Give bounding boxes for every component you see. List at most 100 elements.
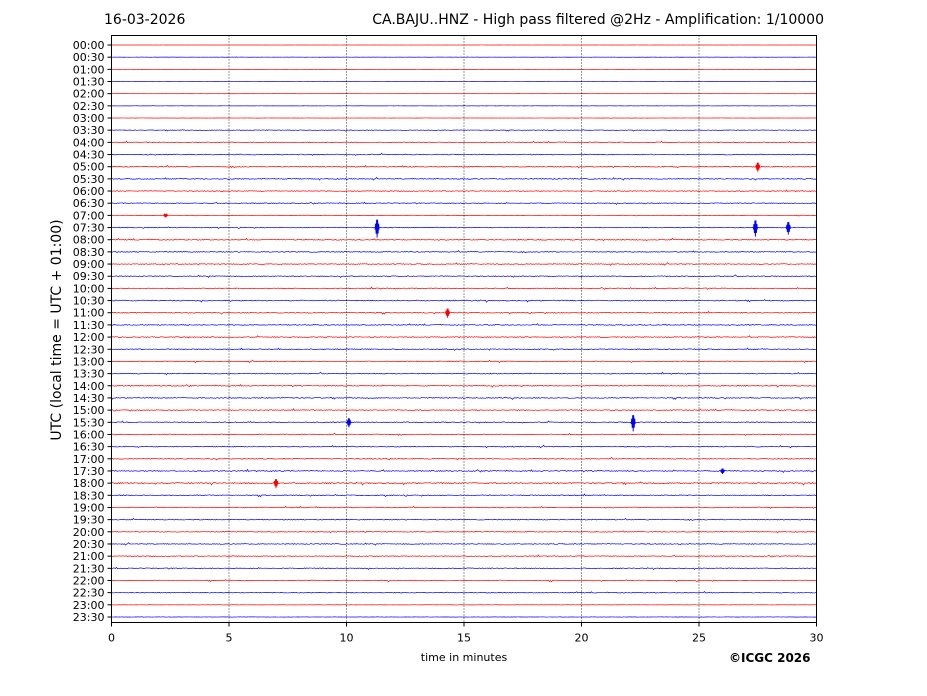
trace-1400 (111, 384, 817, 388)
trace-2030 (111, 542, 817, 546)
y-tick-label: 13:30 (73, 368, 105, 381)
x-tick-group: 0 5 10 15 20 25 30 (108, 622, 824, 645)
trace-0700 (111, 214, 817, 217)
y-tick-label: 04:30 (73, 149, 105, 162)
y-tick-label: 04:00 (73, 136, 105, 149)
y-tick-label: 21:00 (73, 550, 105, 563)
y-tick-label: 05:30 (73, 173, 105, 186)
y-tick-label: 13:00 (73, 355, 105, 368)
y-tick-label: 20:30 (73, 538, 105, 551)
copyright-label: ©ICGC 2026 (729, 651, 811, 665)
x-axis-label: time in minutes (420, 651, 508, 664)
x-tick-label: 10 (340, 632, 354, 645)
y-tick-label: 08:00 (73, 234, 105, 247)
y-tick-label: 16:00 (73, 428, 105, 441)
y-tick-label: 02:00 (73, 88, 105, 101)
x-tick-label: 20 (575, 632, 589, 645)
trace-0630 (111, 201, 817, 205)
y-tick-label: 07:00 (73, 209, 105, 222)
y-tick-label: 19:00 (73, 501, 105, 514)
y-tick-label: 11:30 (73, 319, 105, 332)
trace-0400 (111, 140, 817, 144)
y-tick-label: 10:00 (73, 282, 105, 295)
trace-1930 (111, 517, 817, 521)
x-tick-label: 5 (226, 632, 233, 645)
y-tick-label: 00:30 (73, 51, 105, 64)
trace-1300 (111, 359, 817, 364)
event-spike (273, 479, 279, 489)
y-tick-label: 06:30 (73, 197, 105, 210)
trace-1230 (111, 347, 817, 351)
y-tick-label: 17:30 (73, 465, 105, 478)
y-tick-label: 12:30 (73, 343, 105, 356)
y-tick-label: 06:00 (73, 185, 105, 198)
y-tick-label: 14:00 (73, 380, 105, 393)
y-tick-label: 01:30 (73, 76, 105, 89)
event-spike (752, 220, 758, 237)
y-tick-label: 16:30 (73, 441, 105, 454)
y-tick-label: 03:00 (73, 112, 105, 125)
trace-0430 (111, 152, 817, 156)
y-tick-label: 09:00 (73, 258, 105, 271)
y-tick-label: 18:30 (73, 489, 105, 502)
event-spike (163, 213, 169, 218)
trace-1600 (111, 432, 817, 436)
y-tick-label: 23:00 (73, 599, 105, 612)
y-tick-label: 03:30 (73, 124, 105, 137)
y-tick-label: 20:00 (73, 526, 105, 539)
trace-1500 (111, 408, 817, 412)
y-tick-label: 18:00 (73, 477, 105, 490)
y-tick-label: 21:30 (73, 562, 105, 575)
y-tick-label: 23:30 (73, 611, 105, 624)
trace-1430 (111, 396, 817, 400)
y-tick-label: 19:30 (73, 514, 105, 527)
y-tick-label: 12:00 (73, 331, 105, 344)
x-tick-label: 0 (108, 632, 115, 645)
date-label: 16-03-2026 (104, 12, 186, 28)
trace-0530 (111, 176, 817, 181)
trace-2100 (111, 554, 817, 558)
event-spike (720, 468, 725, 474)
trace-1200 (111, 335, 817, 339)
y-tick-label: 05:00 (73, 161, 105, 174)
y-tick-label: 14:30 (73, 392, 105, 405)
grid-group (228, 35, 700, 623)
trace-2000 (111, 530, 817, 534)
y-tick-label: 02:30 (73, 100, 105, 113)
y-tick-label: 09:30 (73, 270, 105, 283)
trace-1100 (111, 310, 817, 315)
y-tick-label: 01:00 (73, 63, 105, 76)
event-spike (785, 221, 791, 235)
y-axis-label: UTC (local time = UTC + 01:00) (49, 219, 65, 441)
event-spike (374, 219, 380, 238)
trace-2230 (111, 591, 817, 594)
plot-frame (111, 35, 817, 623)
x-tick-label: 15 (457, 632, 471, 645)
y-tick-label: 15:30 (73, 416, 105, 429)
event-spike (346, 418, 352, 428)
event-spike (445, 308, 451, 318)
x-tick-label: 30 (810, 632, 824, 645)
trace-0600 (111, 189, 817, 193)
y-tick-label: 07:30 (73, 222, 105, 235)
trace-0330 (111, 129, 817, 132)
trace-0500 (111, 164, 817, 169)
y-tick-label: 11:00 (73, 307, 105, 320)
y-tick-label: 17:00 (73, 453, 105, 466)
y-tick-label: 15:00 (73, 404, 105, 417)
trace-2200 (111, 579, 817, 583)
trace-1130 (111, 323, 817, 326)
y-tick-label: 22:00 (73, 574, 105, 587)
y-tick-group: 00:0000:3001:0001:3002:0002:3003:0003:30… (73, 39, 112, 624)
trace-1330 (111, 371, 817, 376)
y-tick-label: 08:30 (73, 246, 105, 259)
event-spike (755, 162, 761, 172)
y-tick-label: 00:00 (73, 39, 105, 52)
y-tick-label: 10:30 (73, 295, 105, 308)
chart-title: CA.BAJU..HNZ - High pass filtered @2Hz -… (372, 12, 824, 28)
y-tick-label: 22:30 (73, 587, 105, 600)
x-tick-label: 25 (692, 632, 706, 645)
event-spike (630, 415, 636, 432)
trace-2130 (111, 566, 817, 571)
